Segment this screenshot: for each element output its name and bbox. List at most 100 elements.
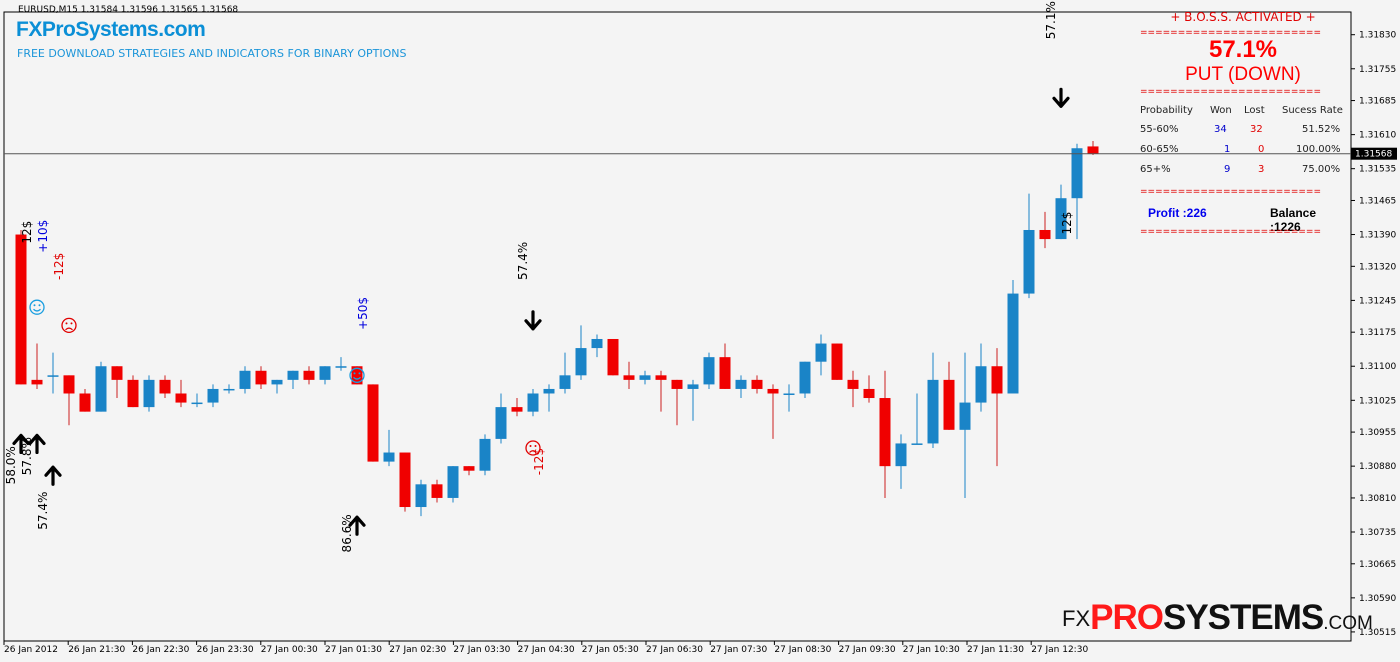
col-probability: Probability — [1140, 105, 1193, 116]
axes: 1.31830 1.31755 1.31685 1.31610 1.31535 1.314… — [3, 31, 1397, 655]
candle-body — [159, 379, 171, 394]
candle-body — [1071, 148, 1083, 199]
candle-body — [111, 366, 123, 380]
candle-body — [703, 357, 715, 385]
down-arrow-icon — [524, 310, 542, 331]
time-tick-label: 26 Jan 21:30 — [68, 645, 125, 655]
time-tick-label: 27 Jan 05:30 — [582, 645, 639, 655]
candle-body — [815, 343, 827, 362]
candle-body — [431, 484, 443, 498]
smiley-sad-icon — [61, 317, 77, 334]
price-tick-label: 1.31100 — [1359, 362, 1396, 372]
face-eye — [65, 322, 68, 325]
candle-body — [47, 375, 59, 377]
current-price-box — [1351, 147, 1397, 160]
logo-suffix: .COM — [1323, 613, 1373, 634]
annotation-label: 57.1% — [1044, 1, 1058, 39]
price-tick-label: 1.30590 — [1359, 594, 1396, 604]
time-tick-label: 27 Jan 12:30 — [1031, 645, 1088, 655]
candle-body — [655, 375, 667, 380]
logo-prefix: FX — [1062, 606, 1091, 631]
row-won: 34 — [1214, 124, 1227, 135]
candle-body — [719, 357, 731, 389]
candle-body — [879, 398, 891, 467]
candle-body — [639, 375, 651, 380]
row-range: 55-60% — [1140, 124, 1179, 135]
col-won: Won — [1210, 105, 1232, 116]
annotation-label: 12$ — [1060, 212, 1074, 235]
annotation-label: 86.6% — [340, 514, 354, 552]
panel-separator: ======================== — [1140, 228, 1321, 237]
face-mouth — [529, 450, 537, 453]
arrow-shape — [1052, 87, 1070, 108]
face-eye — [353, 372, 356, 375]
brand-title[interactable]: FXProSystems.com — [16, 18, 206, 41]
candle-body — [751, 379, 763, 389]
time-tick-label: 27 Jan 03:30 — [453, 645, 510, 655]
candle-body — [735, 379, 747, 389]
candle-body — [239, 370, 251, 389]
annotation-label: +10$ — [36, 220, 50, 253]
candle-body — [319, 366, 331, 380]
row-rate: 51.52% — [1302, 124, 1341, 135]
face-eye — [529, 444, 532, 447]
price-tick-label: 1.31610 — [1359, 131, 1396, 141]
price-tick-label: 1.31465 — [1359, 196, 1396, 206]
up-arrow-icon — [28, 433, 46, 455]
logo-pro: PRO — [1090, 598, 1164, 637]
face-mouth — [65, 327, 73, 331]
fxprosystems-logo: FXPROSYSTEMS.COM — [1062, 598, 1373, 638]
time-tick-label: 27 Jan 07:30 — [710, 645, 767, 655]
candle-body — [895, 443, 907, 467]
candle-body — [1023, 229, 1035, 294]
face-outline — [525, 440, 541, 456]
logo-systems: SYSTEMS — [1162, 598, 1324, 637]
candle-body — [255, 370, 267, 385]
annotation-label: 57.8% — [20, 437, 34, 475]
candle-body — [463, 466, 475, 471]
price-tick-label: 1.31245 — [1359, 296, 1396, 306]
face-outline — [61, 317, 77, 334]
candle-body — [511, 407, 523, 412]
candle-body — [847, 379, 859, 389]
time-tick-label: 27 Jan 02:30 — [389, 645, 446, 655]
candle-body — [543, 388, 555, 394]
down-arrow-icon — [1052, 87, 1070, 108]
candle-body — [175, 393, 187, 403]
candle-body — [367, 384, 379, 462]
smiley-happy-icon — [29, 299, 45, 315]
price-tick-label: 1.30880 — [1359, 462, 1396, 472]
candle-body — [15, 234, 27, 385]
candle-body — [799, 361, 811, 394]
candle-body — [351, 366, 363, 385]
candle-body — [303, 370, 315, 380]
brand-tagline: FREE DOWNLOAD STRATEGIES AND INDICATORS … — [17, 47, 407, 60]
annotations: 12$ +10$-12$58.0% 57.8%57.4%86.6%+50$57.4%… — [4, 1, 1074, 552]
time-tick-label: 27 Jan 09:30 — [839, 645, 896, 655]
price-tick-label: 1.30810 — [1359, 494, 1396, 504]
candle-body — [959, 402, 971, 430]
arrow-shape — [28, 433, 46, 455]
candle-body — [527, 393, 539, 412]
panel-separator: ======================== — [1140, 88, 1321, 97]
candle-body — [63, 375, 75, 394]
candle-body — [671, 379, 683, 389]
time-tick-label: 27 Jan 01:30 — [325, 645, 382, 655]
candle-body — [31, 379, 43, 385]
time-tick-label: 27 Jan 04:30 — [518, 645, 575, 655]
candle-body — [335, 366, 347, 368]
row-range: 60-65% — [1140, 144, 1179, 155]
candle-body — [623, 375, 635, 380]
candle-bodies — [15, 146, 1099, 508]
price-tick-label: 1.31025 — [1359, 396, 1396, 406]
panel-separator: ======================== — [1140, 188, 1321, 197]
face-mouth — [353, 376, 361, 380]
symbol-line: EURUSD,M15 1.31584 1.31596 1.31565 1.315… — [18, 5, 239, 15]
col-rate: Sucess Rate — [1282, 105, 1343, 116]
time-tick-label: 26 Jan 22:30 — [132, 645, 189, 655]
row-lost: 32 — [1250, 124, 1263, 135]
candle-body — [591, 338, 603, 349]
panel-percent: 57.1% — [1208, 36, 1278, 63]
